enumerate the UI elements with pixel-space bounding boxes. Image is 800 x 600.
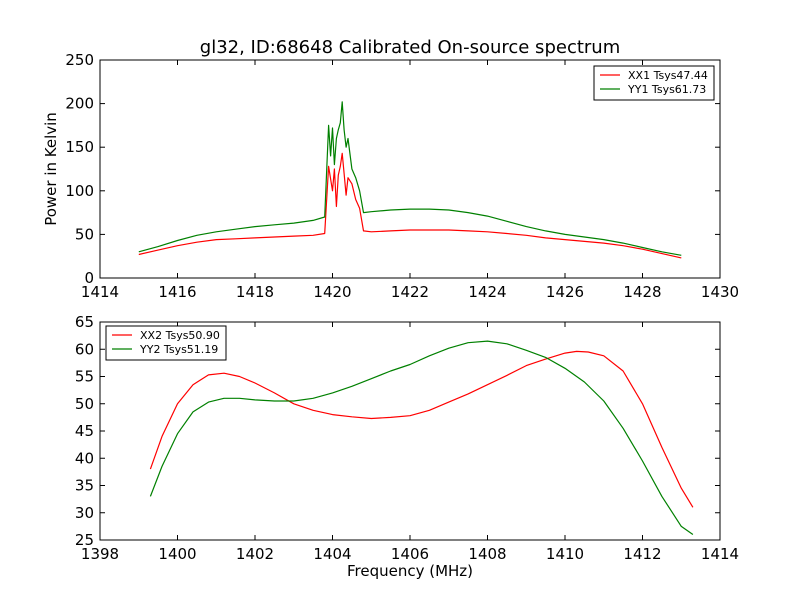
x-tick-label: 1412	[623, 545, 661, 563]
x-tick-label: 1398	[81, 545, 119, 563]
y-tick-label: 0	[84, 269, 94, 287]
legend-label: XX2 Tsys50.90	[140, 329, 220, 342]
y-tick-label: 40	[75, 449, 94, 467]
x-tick-label: 1416	[158, 283, 196, 301]
y-tick-label: 30	[75, 504, 94, 522]
x-tick-label: 1410	[546, 545, 584, 563]
x-tick-label: 1404	[313, 545, 351, 563]
legend-label: YY1 Tsys61.73	[627, 83, 706, 96]
x-tick-label: 1418	[236, 283, 274, 301]
x-tick-label: 1402	[236, 545, 274, 563]
series-line-yy1	[138, 101, 682, 256]
legend-label: XX1 Tsys47.44	[628, 69, 708, 82]
legend-label: YY2 Tsys51.19	[139, 343, 218, 356]
x-tick-label: 1424	[468, 283, 506, 301]
y-tick-label: 60	[75, 340, 94, 358]
y-tick-label: 100	[65, 182, 94, 200]
x-tick-label: 1420	[313, 283, 351, 301]
top-plot: 1414 1416 1418 1420 1422 1424 1426 1428 1430 0 50 1…	[65, 51, 739, 301]
legend-box	[593, 65, 715, 101]
y-tick-label: 200	[65, 95, 94, 113]
y-tick-label: 50	[75, 225, 94, 243]
x-axis-label: Frequency (MHz)	[347, 562, 473, 580]
y-tick-label: 55	[75, 368, 94, 386]
bottom-plot: 1398 1400 1402 1404 1406 1408 1410 1412 1414 25 30…	[75, 313, 739, 563]
x-tick-label: 1426	[546, 283, 584, 301]
y-tick-label: 25	[75, 531, 94, 549]
y-tick-label: 65	[75, 313, 94, 331]
y-tick-label: 45	[75, 422, 94, 440]
chart-title: gl32, ID:68648 Calibrated On-source spec…	[200, 37, 620, 58]
x-tick-label: 1422	[391, 283, 429, 301]
x-tick-label: 1406	[391, 545, 429, 563]
series-line-yy2	[149, 340, 694, 535]
x-tick-label: 1408	[468, 545, 506, 563]
legend-box	[105, 325, 227, 361]
y-tick-label: 50	[75, 395, 94, 413]
y-axis-label: Power in Kelvin	[42, 112, 60, 226]
x-tick-label: 1430	[701, 283, 739, 301]
x-tick-label: 1414	[81, 283, 119, 301]
y-tick-label: 150	[65, 138, 94, 156]
series-line-xx1	[138, 152, 682, 259]
x-tick-label: 1400	[158, 545, 196, 563]
x-tick-label: 1428	[623, 283, 661, 301]
series-line-xx2	[149, 350, 694, 508]
x-tick-label: 1414	[701, 545, 739, 563]
y-tick-label: 35	[75, 477, 94, 495]
y-tick-label: 250	[65, 51, 94, 69]
